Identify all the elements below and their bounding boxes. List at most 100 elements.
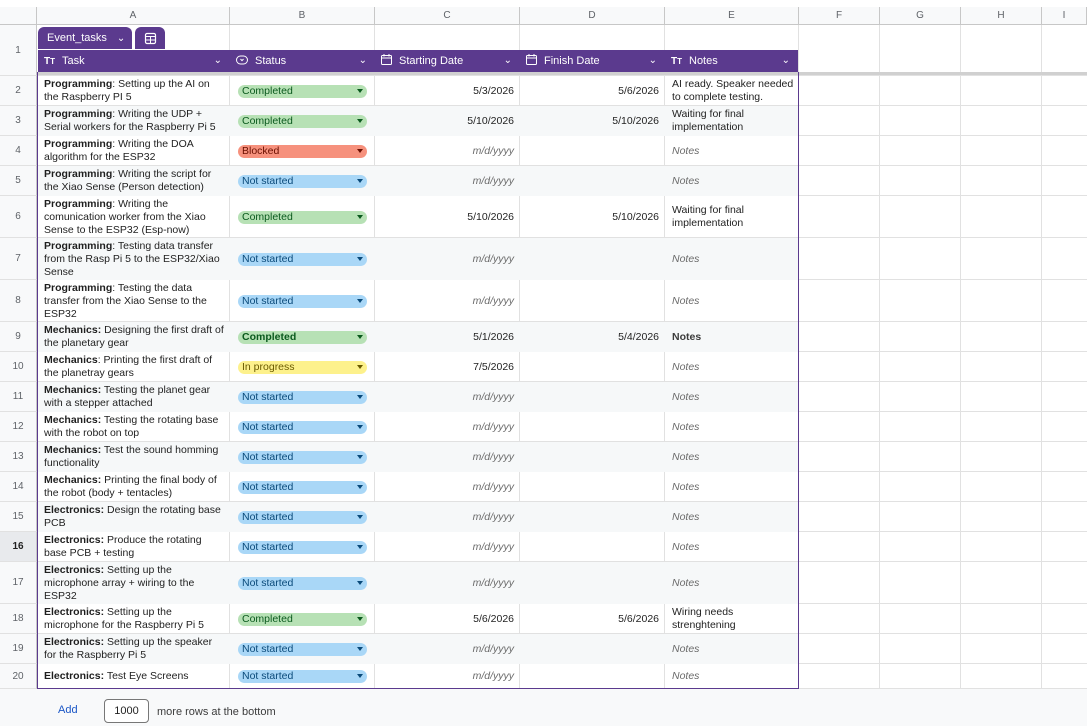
row-header-8[interactable]: 8 xyxy=(0,280,37,322)
start-date-cell[interactable]: m/d/yyyy xyxy=(472,175,514,187)
status-dropdown[interactable]: Not started xyxy=(238,670,367,683)
status-dropdown[interactable]: Not started xyxy=(238,253,367,266)
row-header-3[interactable]: 3 xyxy=(0,106,37,136)
finish-date-cell[interactable]: 5/10/2026 xyxy=(612,211,659,223)
rows-count-input[interactable]: 1000 xyxy=(104,699,149,723)
column-header-c[interactable]: C xyxy=(375,7,520,25)
start-date-cell[interactable]: 5/10/2026 xyxy=(467,115,514,127)
start-date-cell[interactable]: m/d/yyyy xyxy=(472,451,514,463)
chevron-down-icon[interactable]: ⌄ xyxy=(503,55,512,66)
notes-cell[interactable]: Notes xyxy=(672,562,798,604)
row-header-1[interactable]: 1 xyxy=(0,25,37,76)
row-header-15[interactable]: 15 xyxy=(0,502,37,532)
chevron-down-icon[interactable]: ⌄ xyxy=(213,55,222,66)
status-dropdown[interactable]: Completed xyxy=(238,211,367,224)
task-cell[interactable]: Mechanics: Printing the final body of th… xyxy=(44,472,226,502)
task-cell[interactable]: Mechanics: Testing the planet gear with … xyxy=(44,382,226,412)
task-cell[interactable]: Programming: Writing the UDP + Serial wo… xyxy=(44,106,226,136)
status-dropdown[interactable]: Not started xyxy=(238,421,367,434)
status-dropdown[interactable]: Blocked xyxy=(238,145,367,158)
notes-cell[interactable]: Notes xyxy=(672,532,798,562)
table-name-chip[interactable]: Event_tasks ⌄ xyxy=(38,27,132,49)
task-cell[interactable]: Electronics: Setting up the speaker for … xyxy=(44,634,226,664)
header-notes[interactable]: TT Notes ⌄ xyxy=(665,50,798,72)
row-header-9[interactable]: 9 xyxy=(0,322,37,352)
start-date-cell[interactable]: m/d/yyyy xyxy=(472,670,514,682)
task-cell[interactable]: Electronics: Setting up the microphone f… xyxy=(44,604,226,634)
row-header-13[interactable]: 13 xyxy=(0,442,37,472)
start-date-cell[interactable]: m/d/yyyy xyxy=(472,577,514,589)
status-dropdown[interactable]: Not started xyxy=(238,541,367,554)
start-date-cell[interactable]: m/d/yyyy xyxy=(472,541,514,553)
notes-cell[interactable]: Wiring needs strenghtening xyxy=(672,604,798,634)
start-date-cell[interactable]: 7/5/2026 xyxy=(473,361,514,373)
start-date-cell[interactable]: m/d/yyyy xyxy=(472,511,514,523)
notes-cell[interactable]: Notes xyxy=(672,664,798,689)
status-dropdown[interactable]: In progress xyxy=(238,361,367,374)
header-finish[interactable]: Finish Date ⌄ xyxy=(520,50,665,72)
notes-cell[interactable]: Notes xyxy=(672,472,798,502)
row-header-18[interactable]: 18 xyxy=(0,604,37,634)
status-dropdown[interactable]: Not started xyxy=(238,577,367,590)
notes-cell[interactable]: Notes xyxy=(672,238,798,280)
column-header-a[interactable]: A xyxy=(37,7,230,25)
notes-cell[interactable]: AI ready. Speaker needed to complete tes… xyxy=(672,76,798,106)
row-header-7[interactable]: 7 xyxy=(0,238,37,280)
task-cell[interactable]: Mechanics: Designing the first draft of … xyxy=(44,322,226,352)
finish-date-cell[interactable]: 5/4/2026 xyxy=(618,331,659,343)
row-header-2[interactable]: 2 xyxy=(0,76,37,106)
notes-cell[interactable]: Notes xyxy=(672,442,798,472)
status-dropdown[interactable]: Completed xyxy=(238,85,367,98)
chevron-down-icon[interactable]: ⌄ xyxy=(358,55,367,66)
start-date-cell[interactable]: m/d/yyyy xyxy=(472,481,514,493)
task-cell[interactable]: Programming: Testing the data transfer f… xyxy=(44,280,226,322)
row-header-17[interactable]: 17 xyxy=(0,562,37,604)
row-header-10[interactable]: 10 xyxy=(0,352,37,382)
column-header-h[interactable]: H xyxy=(961,7,1042,25)
start-date-cell[interactable]: m/d/yyyy xyxy=(472,145,514,157)
column-header-g[interactable]: G xyxy=(880,7,961,25)
chevron-down-icon[interactable]: ⌄ xyxy=(648,55,657,66)
row-header-19[interactable]: 19 xyxy=(0,634,37,664)
status-dropdown[interactable]: Completed xyxy=(238,115,367,128)
column-header-f[interactable]: F xyxy=(799,7,880,25)
task-cell[interactable]: Electronics: Design the rotating base PC… xyxy=(44,502,226,532)
task-cell[interactable]: Mechanics: Printing the first draft of t… xyxy=(44,352,226,382)
status-dropdown[interactable]: Not started xyxy=(238,175,367,188)
header-status[interactable]: Status ⌄ xyxy=(230,50,375,72)
status-dropdown[interactable]: Not started xyxy=(238,643,367,656)
task-cell[interactable]: Programming: Writing the script for the … xyxy=(44,166,226,196)
notes-cell[interactable]: Notes xyxy=(672,502,798,532)
task-cell[interactable]: Electronics: Test Eye Screens xyxy=(44,664,226,689)
finish-date-cell[interactable]: 5/6/2026 xyxy=(618,85,659,97)
start-date-cell[interactable]: m/d/yyyy xyxy=(472,391,514,403)
chevron-down-icon[interactable]: ⌄ xyxy=(781,55,790,66)
status-dropdown[interactable]: Not started xyxy=(238,511,367,524)
row-header-11[interactable]: 11 xyxy=(0,382,37,412)
notes-cell[interactable]: Notes xyxy=(672,166,798,196)
notes-cell[interactable]: Waiting for final implementation xyxy=(672,196,798,238)
notes-cell[interactable]: Notes xyxy=(672,412,798,442)
notes-cell[interactable]: Notes xyxy=(672,322,798,352)
row-header-16[interactable]: 16 xyxy=(0,532,37,562)
add-rows-button[interactable]: Add xyxy=(58,704,78,716)
task-cell[interactable]: Mechanics: Testing the rotating base wit… xyxy=(44,412,226,442)
column-header-b[interactable]: B xyxy=(230,7,375,25)
task-cell[interactable]: Programming: Writing the comunication wo… xyxy=(44,196,226,238)
row-header-5[interactable]: 5 xyxy=(0,166,37,196)
status-dropdown[interactable]: Completed xyxy=(238,331,367,344)
finish-date-cell[interactable]: 5/6/2026 xyxy=(618,613,659,625)
row-header-4[interactable]: 4 xyxy=(0,136,37,166)
task-cell[interactable]: Programming: Setting up the AI on the Ra… xyxy=(44,76,226,106)
notes-cell[interactable]: Notes xyxy=(672,382,798,412)
column-header-i[interactable]: I xyxy=(1042,7,1087,25)
status-dropdown[interactable]: Not started xyxy=(238,481,367,494)
start-date-cell[interactable]: 5/10/2026 xyxy=(467,211,514,223)
status-dropdown[interactable]: Not started xyxy=(238,451,367,464)
column-header-d[interactable]: D xyxy=(520,7,665,25)
row-header-14[interactable]: 14 xyxy=(0,472,37,502)
header-task[interactable]: TT Task ⌄ xyxy=(38,50,230,72)
notes-cell[interactable]: Waiting for final implementation xyxy=(672,106,798,136)
start-date-cell[interactable]: m/d/yyyy xyxy=(472,295,514,307)
row-header-20[interactable]: 20 xyxy=(0,664,37,689)
